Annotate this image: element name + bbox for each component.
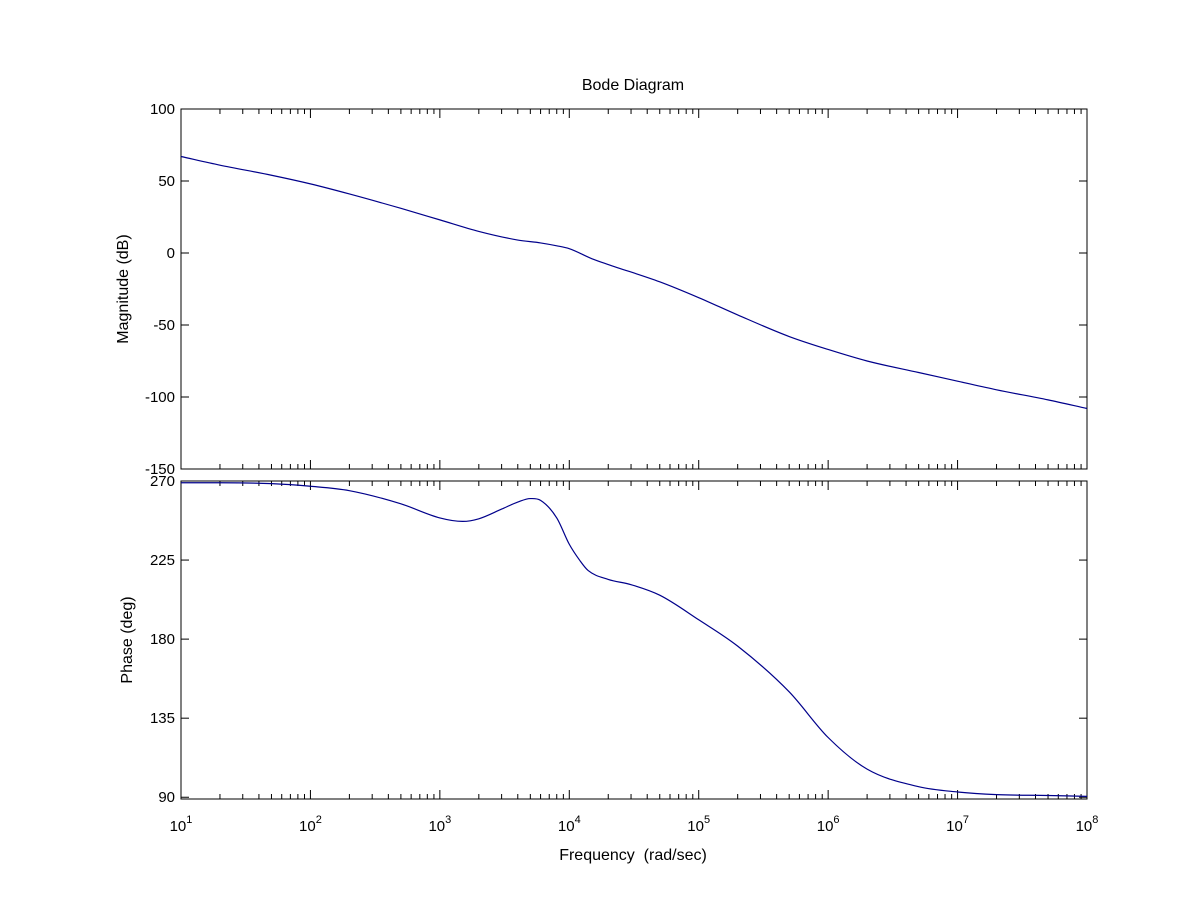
magnitude-y-tick-label: -150: [145, 461, 175, 478]
phase-y-tick-label: 225: [150, 552, 175, 569]
magnitude-plot: 100 50 0 -50 -100 -150 Magnitude (dB): [115, 101, 1088, 478]
phase-plot: 270 225 180 135 90 Phase (deg) 101 102 103 104 105…: [119, 473, 1098, 835]
x-tick-label: 105: [687, 814, 710, 835]
magnitude-y-tick-label: 0: [167, 245, 175, 262]
magnitude-y-axis-label: Magnitude (dB): [115, 234, 132, 343]
phase-y-axis-label: Phase (deg): [119, 596, 136, 683]
x-tick-label: 106: [817, 814, 840, 835]
x-tick-label: 103: [428, 814, 451, 835]
x-tick-label: 102: [299, 814, 322, 835]
magnitude-series-line: [180, 155, 1088, 410]
phase-y-tick-label: 90: [158, 789, 175, 806]
magnitude-axes-frame: [180, 108, 1088, 470]
x-tick-label: 107: [946, 814, 969, 835]
x-tick-label: 108: [1076, 814, 1099, 835]
phase-axes-frame: [180, 480, 1088, 800]
phase-y-tick-label: 270: [150, 473, 175, 490]
magnitude-y-tick-label: -100: [145, 389, 175, 406]
phase-y-tick-label: 180: [150, 631, 175, 648]
phase-y-tick-label: 135: [150, 710, 175, 727]
x-tick-label: 104: [558, 814, 581, 835]
x-axis-label: Frequency (rad/sec): [559, 847, 707, 864]
magnitude-y-tick-label: 50: [158, 173, 175, 190]
x-tick-label: 101: [170, 814, 193, 835]
magnitude-y-tick-label: -50: [153, 317, 175, 334]
chart-title: Bode Diagram: [582, 77, 684, 94]
magnitude-y-tick-label: 100: [150, 101, 175, 118]
phase-series-line: [181, 482, 1088, 797]
